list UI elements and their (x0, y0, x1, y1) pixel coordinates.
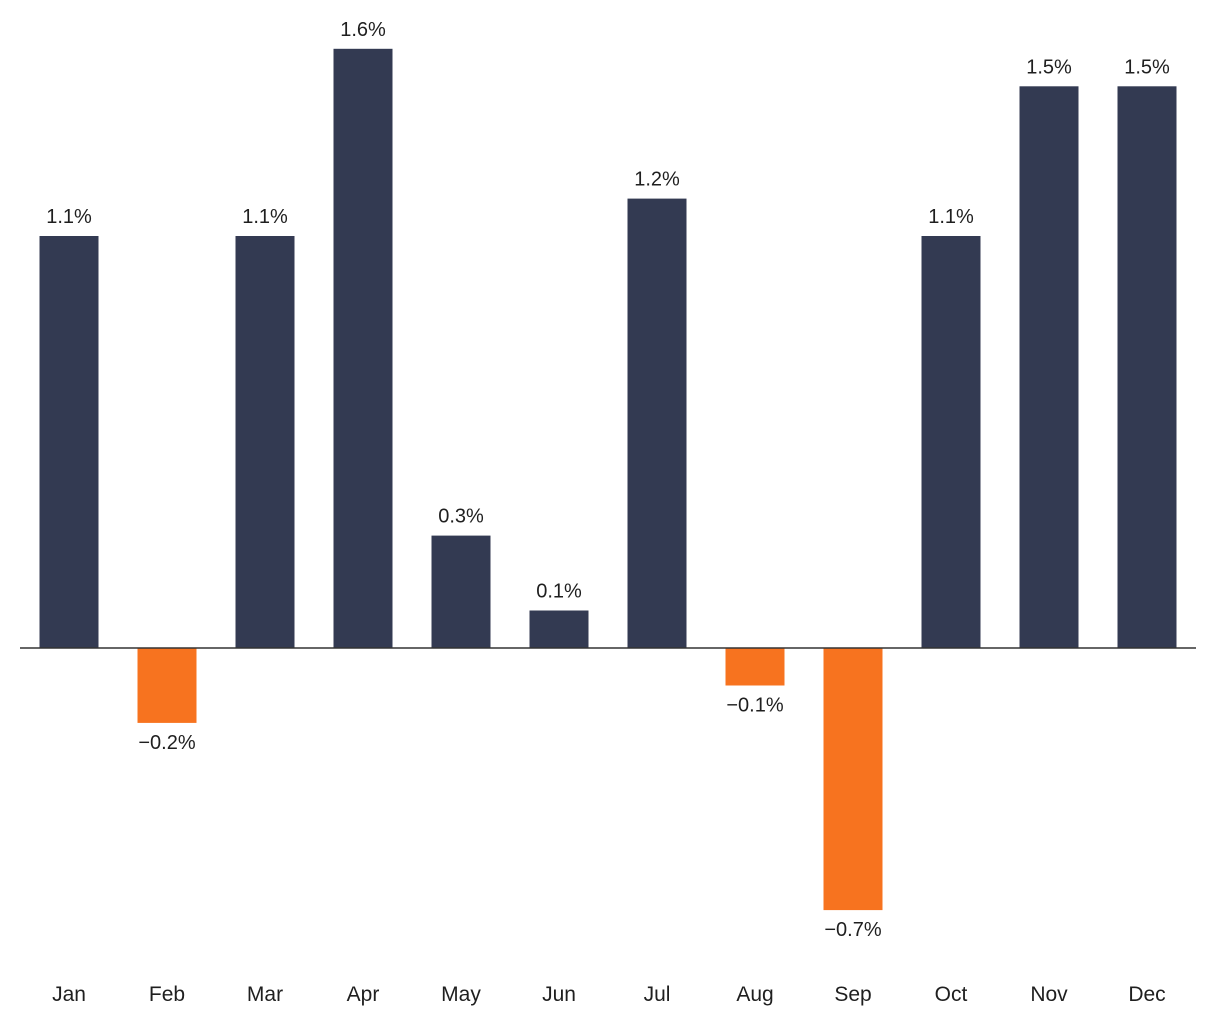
value-label-dec: 1.5% (1124, 56, 1170, 78)
value-labels-group: 1.1% −0.2% 1.1% 1.6% 0.3% 0.1% 1.2% −0.1% −0.7% 1… (46, 19, 1170, 941)
x-tick-jun: Jun (542, 983, 576, 1006)
value-label-apr: 1.6% (340, 19, 386, 41)
bar-may (431, 535, 491, 648)
x-tick-mar: Mar (247, 983, 283, 1006)
bar-mar (235, 236, 295, 648)
x-tick-may: May (441, 983, 481, 1006)
bar-aug (725, 648, 785, 686)
x-tick-jul: Jul (644, 983, 671, 1006)
x-tick-sep: Sep (834, 983, 871, 1006)
value-label-jul: 1.2% (634, 169, 680, 191)
x-tick-dec: Dec (1128, 983, 1165, 1006)
value-label-oct: 1.1% (928, 206, 974, 228)
value-label-may: 0.3% (438, 506, 484, 528)
bar-apr (333, 48, 393, 649)
value-label-jan: 1.1% (46, 206, 92, 228)
bar-sep (823, 648, 883, 911)
bar-jan (39, 236, 99, 648)
x-tick-feb: Feb (149, 983, 185, 1006)
value-label-nov: 1.5% (1026, 56, 1072, 78)
x-tick-aug: Aug (736, 983, 773, 1006)
value-label-aug: −0.1% (726, 695, 783, 717)
bar-jul (627, 198, 687, 648)
x-tick-oct: Oct (935, 983, 968, 1006)
bar-feb (137, 648, 197, 723)
x-tick-nov: Nov (1030, 983, 1068, 1006)
bar-nov (1019, 86, 1079, 649)
x-tick-apr: Apr (347, 983, 380, 1006)
bar-dec (1117, 86, 1177, 649)
value-label-mar: 1.1% (242, 206, 288, 228)
value-label-feb: −0.2% (138, 732, 195, 754)
x-axis-tick-labels: Jan Feb Mar Apr May Jun Jul Aug Sep Oct Nov Dec (52, 983, 1166, 1006)
value-label-sep: −0.7% (824, 919, 881, 941)
bar-jun (529, 610, 589, 648)
bar-oct (921, 236, 981, 648)
value-label-jun: 0.1% (536, 581, 582, 603)
x-tick-jan: Jan (52, 983, 86, 1006)
bars-group (39, 48, 1177, 911)
